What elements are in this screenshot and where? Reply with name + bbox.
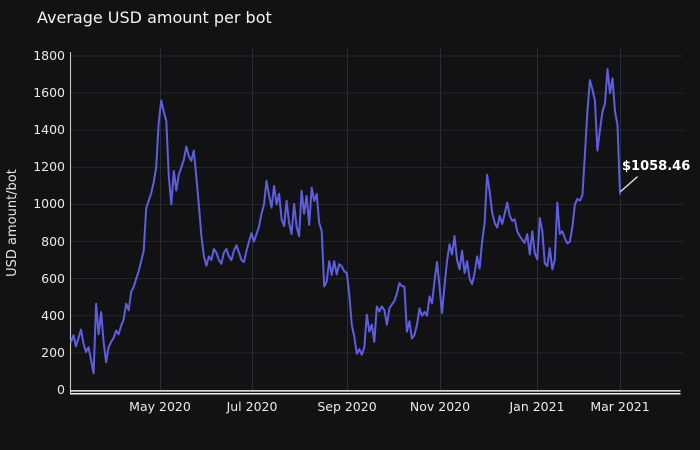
- x-tick-label: Nov 2020: [409, 399, 471, 414]
- y-tick-label: 800: [41, 233, 65, 249]
- x-tick-label: Jan 2021: [509, 399, 565, 414]
- x-tick-label: Jul 2020: [226, 399, 278, 414]
- y-tick-label: 0: [57, 382, 65, 397]
- y-tick-label: 1400: [33, 122, 65, 138]
- y-tick-label: 200: [41, 344, 65, 360]
- y-tick-label: 1200: [33, 159, 65, 175]
- y-tick-label: 600: [41, 270, 65, 286]
- y-tick-label: 1600: [33, 85, 65, 101]
- annotation-pointer-line: [620, 176, 638, 193]
- y-tick-label: 1800: [33, 48, 65, 63]
- y-tick-label: 1000: [33, 196, 65, 212]
- y-tick-label: 400: [41, 307, 65, 323]
- x-tick-label: Sep 2020: [317, 399, 377, 414]
- last-value-annotation: $1058.46: [622, 158, 691, 174]
- chart-title: Average USD amount per bot: [37, 8, 272, 27]
- series-line: [70, 68, 621, 375]
- x-tick-label: Mar 2021: [590, 399, 650, 414]
- x-tick-label: May 2020: [129, 399, 191, 414]
